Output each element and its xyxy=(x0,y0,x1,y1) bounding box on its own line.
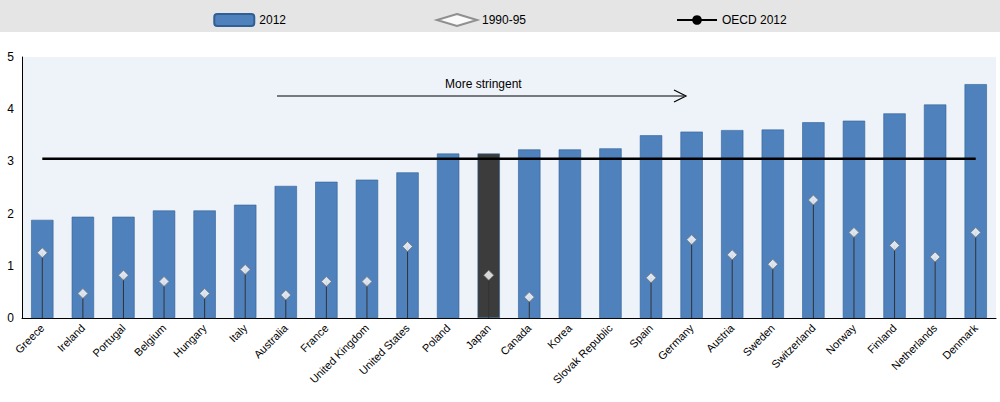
svg-text:Austria: Austria xyxy=(704,321,737,354)
svg-text:United States: United States xyxy=(357,321,412,376)
svg-text:1990-95: 1990-95 xyxy=(482,13,526,27)
svg-text:4: 4 xyxy=(7,102,14,116)
svg-text:More stringent: More stringent xyxy=(445,77,522,91)
svg-text:1: 1 xyxy=(7,259,14,273)
svg-text:Greece: Greece xyxy=(13,322,47,356)
svg-text:Finland: Finland xyxy=(865,322,899,356)
svg-text:5: 5 xyxy=(7,50,14,64)
svg-text:Ireland: Ireland xyxy=(55,322,87,354)
svg-text:Hungary: Hungary xyxy=(171,321,209,359)
svg-text:OECD 2012: OECD 2012 xyxy=(722,13,787,27)
svg-text:Poland: Poland xyxy=(420,322,453,355)
svg-text:Portugal: Portugal xyxy=(90,322,127,359)
svg-text:0: 0 xyxy=(7,311,14,325)
svg-text:Korea: Korea xyxy=(545,321,575,351)
svg-text:Switzerland: Switzerland xyxy=(769,322,818,371)
svg-text:Canada: Canada xyxy=(498,321,534,357)
svg-text:2: 2 xyxy=(7,207,14,221)
svg-text:Norway: Norway xyxy=(823,321,858,356)
svg-text:3: 3 xyxy=(7,154,14,168)
svg-text:Australia: Australia xyxy=(251,321,290,360)
svg-text:Japan: Japan xyxy=(463,322,493,352)
svg-text:Slovak Republic: Slovak Republic xyxy=(551,321,616,386)
svg-text:2012: 2012 xyxy=(259,13,286,27)
svg-text:United Kingdom: United Kingdom xyxy=(307,322,371,386)
svg-text:Sweden: Sweden xyxy=(740,322,777,359)
svg-text:Netherlands: Netherlands xyxy=(889,321,940,372)
svg-text:Spain: Spain xyxy=(627,322,655,350)
svg-text:France: France xyxy=(298,322,331,355)
svg-text:Italy: Italy xyxy=(227,321,250,344)
svg-text:Germany: Germany xyxy=(655,321,696,362)
svg-text:Belgium: Belgium xyxy=(132,322,169,359)
svg-text:Denmark: Denmark xyxy=(940,321,980,361)
